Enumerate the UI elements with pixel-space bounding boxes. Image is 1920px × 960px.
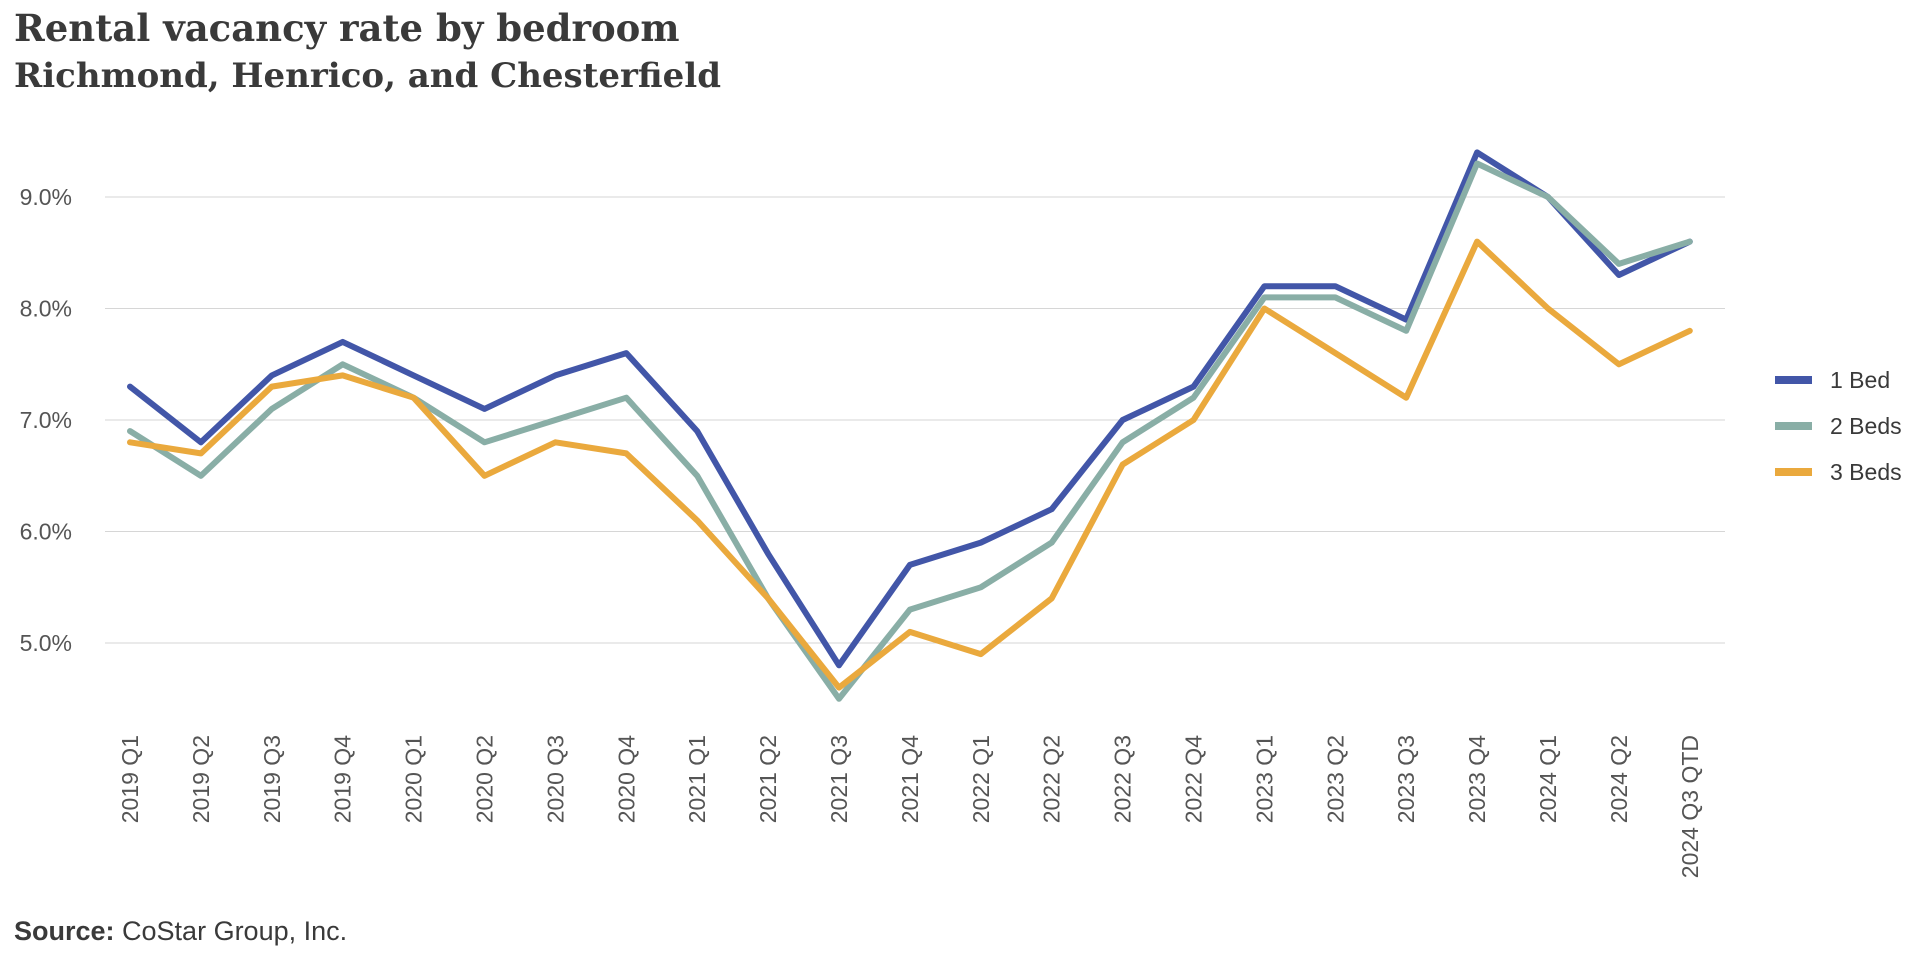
legend-label: 3 Beds [1830,459,1902,485]
y-tick-label: 7.0% [20,407,72,433]
y-tick-label: 8.0% [20,296,72,322]
source-note: Source: CoStar Group, Inc. [14,916,347,947]
x-tick-label: 2021 Q2 [755,735,781,823]
x-tick-label: 2020 Q1 [401,735,427,823]
x-tick-label: 2024 Q3 QTD [1677,735,1703,878]
x-tick-label: 2022 Q1 [968,735,994,823]
y-axis-ticks: 5.0% 6.0% 7.0% 8.0% 9.0% [20,184,72,656]
x-tick-label: 2020 Q3 [542,735,568,823]
series-line [127,160,1693,702]
y-tick-label: 5.0% [20,630,72,656]
y-tick-label: 6.0% [20,519,72,545]
x-tick-label: 2022 Q2 [1039,735,1065,823]
x-tick-label: 2023 Q4 [1464,735,1490,823]
legend: 1 Bed 2 Beds 3 Beds [1775,367,1902,485]
source-label: Source: [14,916,115,946]
x-tick-label: 2022 Q4 [1181,735,1207,823]
series-lines [127,149,1693,702]
legend-label: 2 Beds [1830,413,1902,439]
series-line [127,149,1693,669]
series-line [127,238,1693,691]
x-tick-label: 2024 Q1 [1535,735,1561,823]
x-tick-label: 2021 Q3 [826,735,852,823]
x-tick-label: 2022 Q3 [1110,735,1136,823]
legend-label: 1 Bed [1830,367,1890,393]
x-tick-label: 2019 Q4 [330,735,356,823]
chart-title: Rental vacancy rate by bedroom [14,6,680,50]
x-tick-label: 2023 Q3 [1393,735,1419,823]
gridlines [105,196,1725,644]
y-tick-label: 9.0% [20,184,72,210]
x-tick-label: 2019 Q1 [117,735,143,823]
source-text: CoStar Group, Inc. [114,916,348,946]
x-tick-label: 2023 Q1 [1251,735,1277,823]
x-tick-label: 2023 Q2 [1322,735,1348,823]
x-tick-label: 2019 Q3 [259,735,285,823]
x-tick-label: 2021 Q1 [684,735,710,823]
x-tick-label: 2024 Q2 [1606,735,1632,823]
x-axis-ticks: 2019 Q1 2019 Q2 2019 Q3 2019 Q4 2020 Q1 2020 … [117,735,1703,878]
chart-subtitle: Richmond, Henrico, and Chesterfield [14,56,721,96]
x-tick-label: 2019 Q2 [188,735,214,823]
x-tick-label: 2021 Q4 [897,735,923,823]
x-tick-label: 2020 Q4 [613,735,639,823]
x-tick-label: 2020 Q2 [472,735,498,823]
